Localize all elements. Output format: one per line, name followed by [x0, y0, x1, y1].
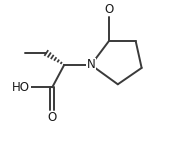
Text: O: O [104, 3, 114, 16]
Text: N: N [87, 58, 95, 71]
Text: HO: HO [12, 81, 30, 94]
Text: O: O [48, 111, 57, 124]
